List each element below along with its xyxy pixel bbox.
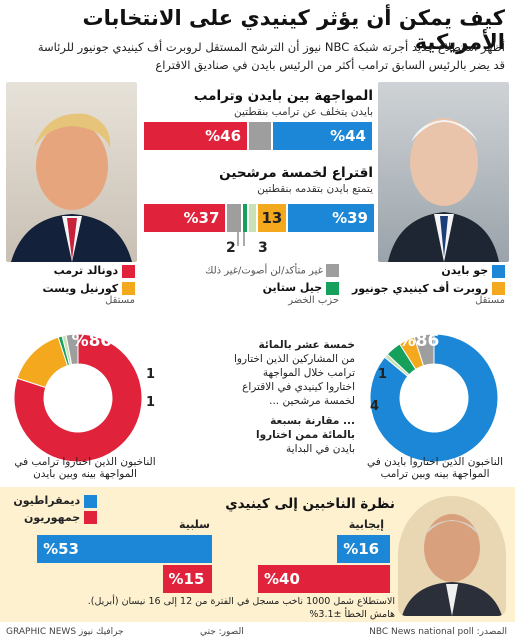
kennedy-photo [398, 496, 506, 616]
legend-stein-label: جيل ستاين [262, 281, 323, 294]
unfavorable-dem-bar: %53 [37, 535, 212, 563]
unfavorable-dem-label: %53 [43, 540, 79, 558]
panel-rep-label: جمهوريون [23, 510, 81, 524]
middle-line-4: اختاروا كينيدي في الاقتراع [242, 381, 355, 393]
headtohead-biden-label: %44 [330, 127, 366, 145]
biden-swatch [492, 264, 505, 278]
middle-line-6: ... مقارنة بسبعة [270, 415, 355, 427]
fiveway-title: اقتراع لخمسة مرشحين [219, 165, 373, 181]
fiveway-trump-bar: %37 [144, 204, 226, 232]
panel-title: نظرة الناخبين إلى كينيدي [225, 496, 395, 512]
west-swatch [122, 282, 135, 295]
fiveway-kennedy-bar: 13 [257, 204, 287, 232]
trump-photo [6, 82, 137, 262]
biden-donut-main-label: %86 [399, 331, 440, 351]
legend-unsure-label: غير متأكد/لن أصوت/غير ذلك [205, 265, 323, 277]
footer-photos: الصور: جتي [200, 627, 244, 637]
fiveway-kennedy-label: 13 [261, 209, 283, 227]
donut-trump-slice-4 [65, 333, 79, 366]
legend-independent-2: مستقل [105, 295, 135, 306]
headtohead-trump-bar: %46 [144, 122, 248, 150]
footer-source: المصدر: NBC News national poll [369, 627, 507, 637]
donut-trump-slice-1 [16, 336, 69, 389]
biden-donut-label-4: 4 [370, 399, 379, 414]
stein-swatch [326, 281, 339, 295]
legend-west-label: كورنيل ويست [42, 281, 119, 295]
page-title: كيف يمكن أن يؤثر كينيدي على الانتخابات ا… [82, 6, 505, 54]
middle-line-7: بالمائة ممن اختاروا [256, 429, 355, 441]
biden-donut-caption: الناخبون الذين اختاروا بايدن في المواجهة… [366, 456, 504, 480]
favorable-dem-bar: %16 [337, 535, 390, 563]
fiveway-subtitle: يتمتع بايدن بتقدمه بنقطتين [257, 183, 373, 195]
fiveway-biden-label: %39 [332, 209, 368, 227]
legend-independent-1: مستقل [475, 295, 505, 306]
biden-donut-label-1: 1 [378, 367, 387, 382]
headtohead-biden-bar: %44 [273, 122, 372, 150]
legend-middle: غير متأكد/لن أصوت/غير ذلك جيل ستاين حزب … [189, 264, 339, 306]
unsure-swatch [326, 264, 339, 277]
middle-line-8: بايدن في البداية [286, 443, 355, 455]
headtohead-title: المواجهة بين بايدن وترامب [193, 88, 373, 104]
donut-biden-slice-4 [413, 333, 435, 367]
donut-trump-slice-0 [13, 333, 143, 463]
fiveway-west-label: 2 [226, 240, 236, 256]
legend-biden: جو بايدن روبرت أف كينيدي جونيور مستقل [345, 264, 505, 306]
fiveway-bar: %37 13 %39 [144, 204, 374, 232]
legend-trump-label: دونالد ترمب [53, 264, 119, 277]
unfavorable-label: سلبية [179, 518, 210, 531]
subtitle-line-1: أظهر استطلاع جديد أجرته شبكة NBC نيوز أن… [37, 40, 505, 54]
legend-trump: دونالد ترمب كورنيل ويست مستقل [9, 264, 135, 306]
headtohead-unsure-bar [249, 122, 272, 150]
fiveway-biden-bar: %39 [288, 204, 374, 232]
poll-note-1: الاستطلاع شمل 1000 ناخب مسجل في الفترة م… [87, 596, 395, 607]
middle-line-3: ترامب خلال المواجهة [262, 367, 355, 379]
favorable-label: إيجابية [348, 518, 384, 531]
trump-donut-label-1a: 1 [146, 367, 155, 382]
trump-donut-main-label: %80 [72, 331, 113, 351]
poll-note-2: هامش الخطأ ±3.1% [309, 609, 395, 620]
panel-dem-label: ديمقراطيون [13, 494, 81, 507]
fiveway-stein-label: 3 [258, 240, 268, 256]
footer-brand: GRAPHIC NEWS جرافيك نيوز [6, 627, 124, 637]
legend-biden-label: جو بايدن [441, 264, 489, 277]
unfavorable-rep-label: %15 [168, 570, 205, 588]
headtohead-subtitle: بايدن يتخلف عن ترامب بنقطتين [233, 106, 373, 118]
rep-swatch [84, 511, 97, 524]
dem-swatch [84, 494, 97, 508]
trump-donut: %80 1 1 [13, 331, 155, 463]
panel-legend: ديمقراطيون جمهوريون [7, 494, 97, 524]
middle-annotation: خمسة عشر بالمائة من المشاركين الذين اختا… [175, 338, 355, 456]
favorable-rep-bar: %40 [258, 565, 390, 593]
fiveway-trump-label: %37 [183, 209, 220, 227]
donut-biden-slice-0 [369, 333, 499, 463]
trump-donut-caption: الناخبون الذين اختاروا ترامب في المواجهة… [14, 456, 156, 480]
legend-green-party: حزب الخضر [288, 294, 339, 306]
favorable-dem-label: %16 [343, 540, 380, 558]
headtohead-trump-label: %46 [205, 127, 242, 145]
middle-line-5: لخمسة مرشحين ... [269, 395, 355, 407]
trump-donut-label-1b: 1 [146, 395, 155, 410]
unfavorable-rep-bar: %15 [162, 565, 212, 593]
trump-swatch [122, 264, 135, 278]
biden-donut: %86 1 4 [369, 331, 499, 463]
legend-kennedy-label: روبرت أف كينيدي جونيور [351, 281, 489, 295]
fiveway-stein-bar [249, 204, 256, 232]
middle-line-2: من المشاركين الذين اختاروا [234, 353, 355, 365]
subtitle-line-2: قد يضر بالرئيس السابق ترامب أكثر من الرئ… [155, 58, 505, 72]
fiveway-callout-lines [237, 232, 245, 246]
favorable-rep-label: %40 [264, 570, 300, 588]
headtohead-bar: %46 %44 [144, 122, 374, 150]
biden-photo [378, 82, 509, 262]
fiveway-unsure-bar [227, 204, 241, 232]
kennedy-swatch [492, 282, 505, 295]
middle-line-1: خمسة عشر بالمائة [258, 339, 355, 351]
fiveway-west-bar [242, 204, 247, 232]
